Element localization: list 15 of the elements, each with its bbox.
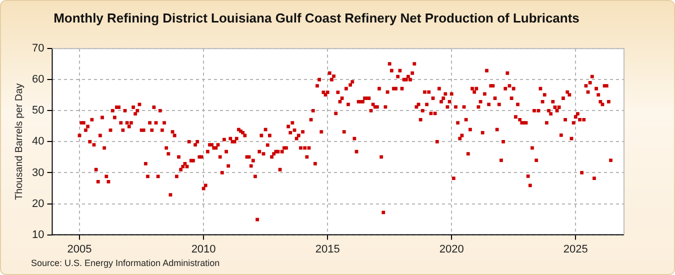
y-tick-label: 70 [32,42,44,55]
source-note: Source: U.S. Energy Information Administration [31,258,220,268]
x-tick-label: 2025 [563,243,588,256]
y-tick-label: 60 [32,74,44,86]
chart-title: Monthly Refining District Louisiana Gulf Coast Refinery Net Production of Lubricants [54,10,580,26]
x-tick-label: 2005 [67,243,92,256]
y-tick-label: 10 [32,228,44,241]
y-tick-label: 40 [32,136,44,148]
y-tick-label: 50 [32,104,44,117]
y-tick-label: 20 [32,198,44,210]
y-tick-label: 30 [32,166,44,179]
x-tick-label: 2020 [439,243,464,256]
y-axis-title: Thousand Barrels per Day [14,83,25,200]
x-tick-label: 2010 [191,243,216,256]
x-tick-label: 2015 [315,243,340,256]
